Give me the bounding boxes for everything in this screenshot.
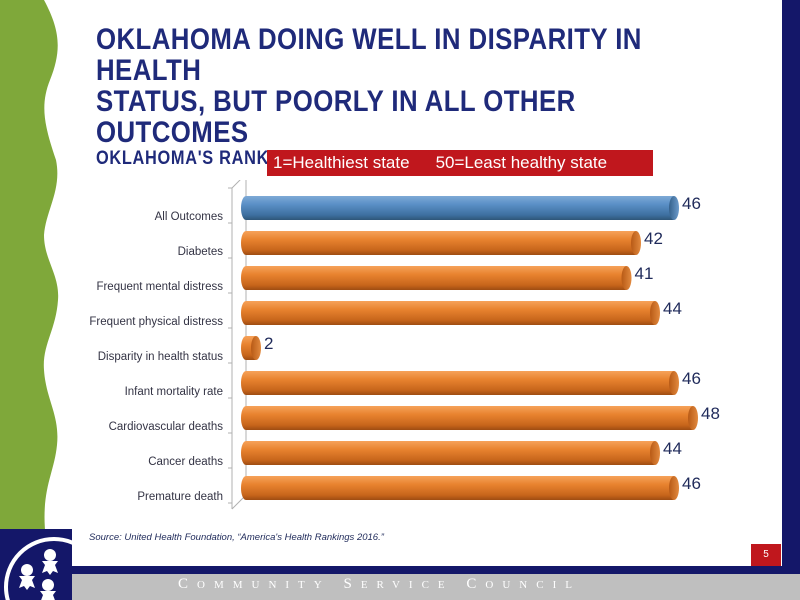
bar-end-cap xyxy=(650,301,660,325)
bottom-navy-stripe xyxy=(0,566,800,574)
bar-body xyxy=(241,301,659,325)
footer-bar: Community Service Council xyxy=(0,574,800,600)
bar-end-cap xyxy=(251,336,261,360)
bar-body xyxy=(241,196,678,220)
bar-end-cap xyxy=(669,371,679,395)
bar-end-cap xyxy=(669,196,679,220)
value-label: 46 xyxy=(682,194,701,213)
value-label: 2 xyxy=(264,334,274,353)
bar-cancer-deaths xyxy=(241,441,660,465)
bar-all-outcomes xyxy=(241,196,679,220)
category-label: Premature death xyxy=(137,491,223,503)
bar-infant-mortality-rate xyxy=(241,371,679,395)
right-navy-bar xyxy=(782,0,800,574)
legend-banner: 1=Healthiest state 50=Least healthy state xyxy=(267,150,653,176)
value-label: 41 xyxy=(634,264,654,283)
footer-organization-name: Community Service Council xyxy=(178,576,581,592)
value-label: 46 xyxy=(682,369,701,388)
bar-end-cap xyxy=(650,441,660,465)
bar-body xyxy=(241,231,640,255)
title-line-1: Oklahoma doing well in disparity in heal… xyxy=(96,23,642,87)
bar-end-cap xyxy=(669,476,679,500)
value-label: 48 xyxy=(701,404,720,423)
bar-chart: All Outcomes 46 Diabetes 42 Frequent mental … xyxy=(60,180,760,520)
legend-least-healthy: 50=Least healthy state xyxy=(435,153,608,172)
axis-top-edge xyxy=(231,180,241,189)
bar-premature-death xyxy=(241,476,679,500)
bar-end-cap xyxy=(621,266,632,290)
bar-end-cap xyxy=(688,406,698,430)
bar-frequent-mental-distress xyxy=(241,266,632,290)
bar-body xyxy=(241,476,678,500)
bar-cardiovascular-deaths xyxy=(241,406,698,430)
value-label: 44 xyxy=(663,439,682,458)
category-label: All Outcomes xyxy=(154,211,223,223)
category-label: Frequent physical distress xyxy=(89,316,223,328)
bar-diabetes xyxy=(241,231,641,255)
bar-disparity-in-health-status xyxy=(241,336,261,360)
title-line-2: status, but poorly in all other outcomes xyxy=(96,85,576,149)
value-label: 44 xyxy=(663,299,682,318)
bar-body xyxy=(241,371,678,395)
organization-logo xyxy=(0,529,72,600)
category-label: Cardiovascular deaths xyxy=(108,421,223,433)
category-label: Infant mortality rate xyxy=(124,386,223,398)
page-number: 5 xyxy=(751,544,781,566)
slide-title: Oklahoma doing well in disparity in heal… xyxy=(96,24,664,170)
bar-frequent-physical-distress xyxy=(241,301,660,325)
category-label: Diabetes xyxy=(177,246,223,258)
category-label: Frequent mental distress xyxy=(96,281,223,293)
bar-body xyxy=(241,266,631,290)
chart-plot-area xyxy=(228,180,698,510)
category-label: Disparity in health status xyxy=(97,351,223,363)
value-label: 42 xyxy=(644,229,663,248)
bar-body xyxy=(241,441,659,465)
legend-healthiest: 1=Healthiest state xyxy=(273,153,410,172)
people-logo-icon xyxy=(4,537,72,600)
bar-body xyxy=(241,406,697,430)
category-label: Cancer deaths xyxy=(148,456,223,468)
decorative-green-wave xyxy=(0,0,59,540)
source-note: Source: United Health Foundation, “Ameri… xyxy=(89,532,384,543)
bar-end-cap xyxy=(631,231,641,255)
value-label: 46 xyxy=(682,474,701,493)
